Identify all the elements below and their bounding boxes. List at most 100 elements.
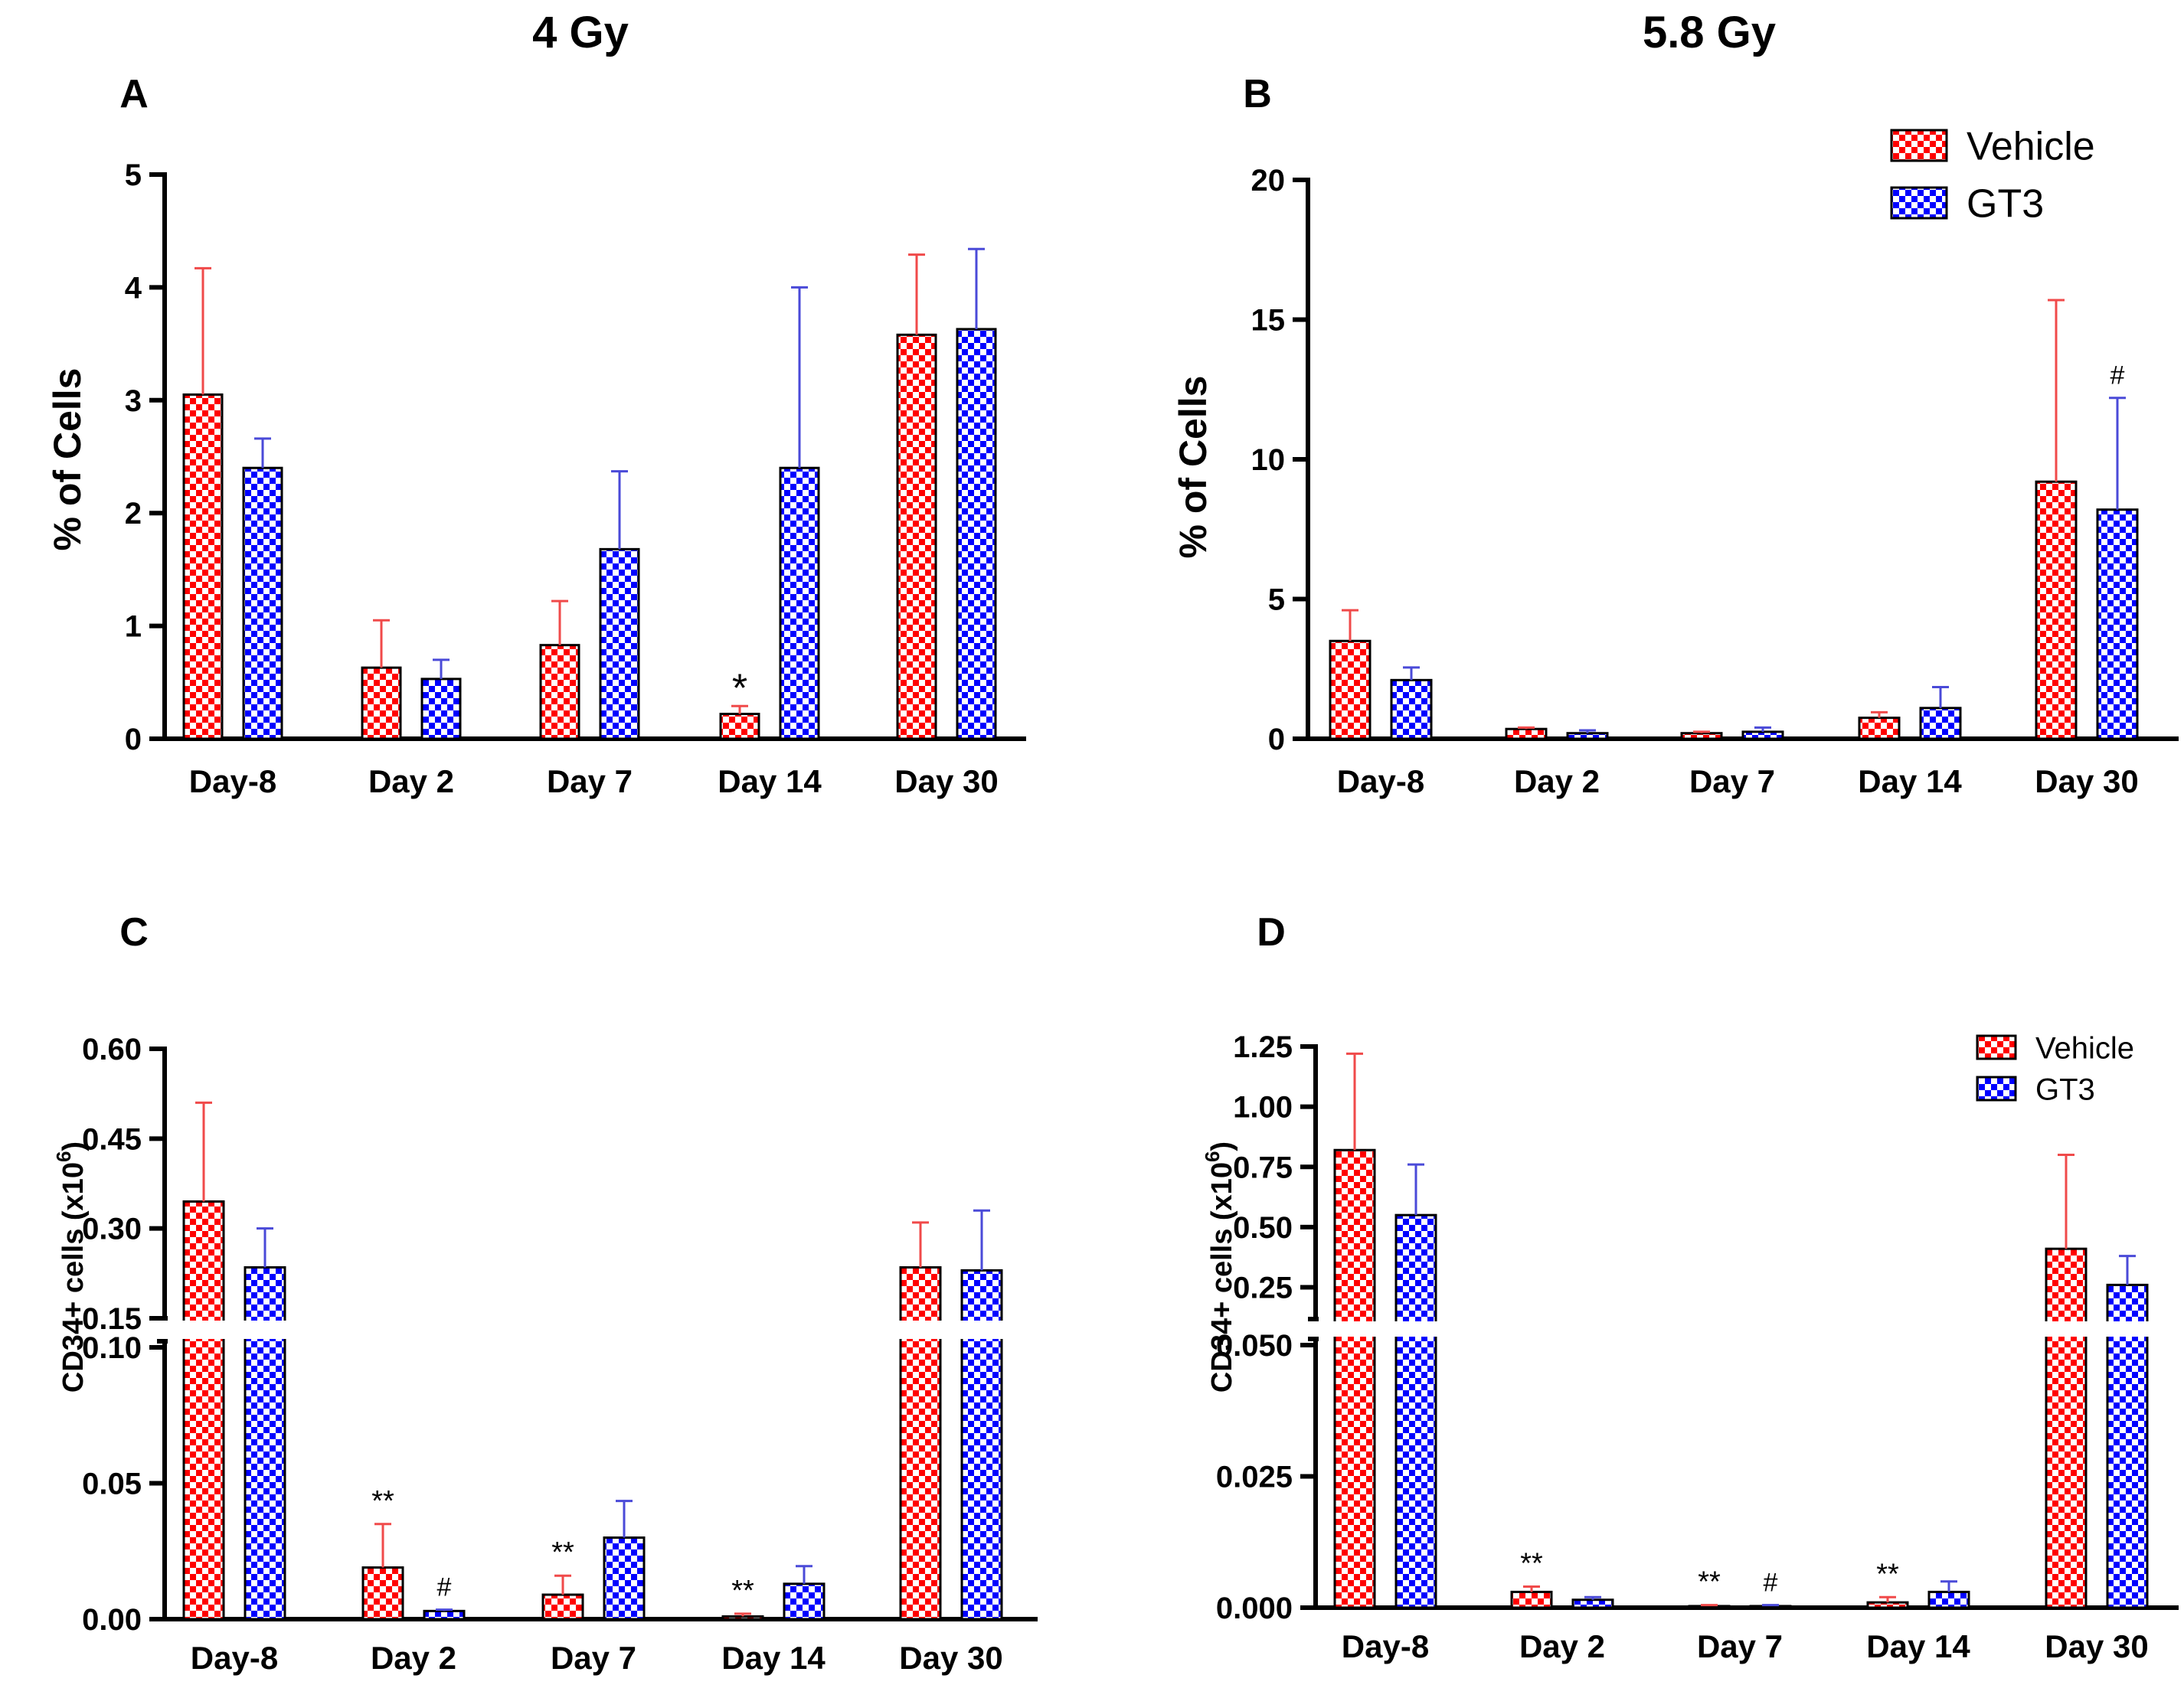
significance-c-2: ** (551, 1536, 574, 1569)
bar-d-vehicle-day-30 (2045, 1247, 2088, 1609)
bar-d-gt3-day-8 (1394, 1213, 1437, 1609)
legend-swatch-vehicle-b (1890, 129, 1948, 162)
bar-b-gt3-day-30 (2096, 508, 2139, 740)
y-axis-label-c: CD34+ cells (x106) (52, 1141, 90, 1393)
bar-c-gt3-day-14 (783, 1582, 826, 1621)
y-tick-label-d-up-2: 0.75 (1233, 1151, 1293, 1184)
x-tick-label-c-day-8: Day-8 (191, 1640, 278, 1676)
x-tick-label-a-day-14: Day 14 (718, 763, 822, 799)
axis-break-gap-c (169, 1321, 1042, 1339)
x-tick-label-a-day-2: Day 2 (368, 763, 454, 799)
header-5-8gy: 5.8 Gy (1643, 8, 1776, 57)
bar-d-vehicle-day-2 (1510, 1590, 1553, 1609)
y-tick-label-a-0: 0 (125, 723, 142, 756)
bar-a-gt3-day-14 (779, 466, 820, 740)
legend-label-vehicle-d: Vehicle (2035, 1031, 2134, 1065)
panel-a: A % of Cells 0 1 2 3 4 5 Day-8 Day 2 Day 7 Day 14 Da… (46, 72, 1026, 799)
legend-b: Vehicle GT3 (1890, 125, 2095, 227)
bar-b-gt3-day-8 (1390, 678, 1433, 740)
bar-c-vehicle-day-7 (541, 1593, 584, 1621)
x-tick-label-c-day-14: Day 14 (721, 1640, 826, 1676)
y-tick-label-a-5: 5 (125, 158, 142, 192)
x-tick-label-c-day-2: Day 2 (371, 1640, 456, 1676)
bar-d-gt3-day-30 (2106, 1283, 2149, 1609)
x-tick-label-d-day-7: Day 7 (1697, 1628, 1783, 1664)
bar-b-gt3-day-7 (1741, 730, 1784, 740)
significance-d-2: # (1764, 1569, 1778, 1598)
x-tick-label-d-day-2: Day 2 (1519, 1628, 1605, 1664)
bar-b-vehicle-day-7 (1680, 732, 1723, 740)
y-tick-label-d-up-3: 1.00 (1233, 1091, 1293, 1125)
y-tick-label-d-up-1: 0.50 (1233, 1211, 1293, 1245)
y-axis-label-b: % of Cells (1172, 376, 1215, 559)
bar-c-vehicle-day-2 (361, 1566, 404, 1621)
x-tick-label-a-day-8: Day-8 (189, 763, 276, 799)
significance-b-0: # (2110, 361, 2125, 390)
x-tick-label-b-day-14: Day 14 (1858, 763, 1962, 799)
significance-c-3: ** (731, 1575, 754, 1607)
y-tick-label-c-up-2: 0.45 (82, 1122, 142, 1156)
panel-c: C CD34+ cells (x106) 0.00 0.05 0.100.15 0.30 0… (52, 910, 1042, 1676)
significance-c-1: # (437, 1573, 452, 1602)
x-tick-label-c-day-7: Day 7 (551, 1640, 636, 1676)
panel-letter-d: D (1257, 910, 1286, 955)
bar-b-vehicle-day-14 (1858, 717, 1901, 740)
bar-c-vehicle-day-14 (721, 1615, 764, 1621)
legend-swatch-gt3-d (1976, 1076, 2017, 1102)
bar-a-vehicle-day-30 (896, 333, 937, 740)
y-tick-label-d-low-1: 0.025 (1216, 1461, 1293, 1494)
bar-c-gt3-day-2 (423, 1609, 466, 1621)
bar-d-gt3-day-2 (1571, 1598, 1614, 1609)
y-tick-label-b-4: 20 (1251, 164, 1286, 198)
legend-label-vehicle-b: Vehicle (1967, 125, 2095, 169)
y-tick-label-c-low-0: 0.00 (82, 1603, 142, 1637)
bar-d-vehicle-day-8 (1333, 1148, 1376, 1609)
x-tick-label-c-day-30: Day 30 (899, 1640, 1002, 1676)
y-tick-label-d-low-2: 0.050 (1216, 1329, 1293, 1363)
y-tick-label-c-low-2: 0.10 (82, 1331, 142, 1365)
x-tick-label-b-day-2: Day 2 (1514, 763, 1600, 799)
bar-a-gt3-day-8 (242, 466, 283, 740)
legend-d: Vehicle GT3 (1976, 1031, 2134, 1106)
bar-b-vehicle-day-8 (1329, 639, 1372, 740)
bar-b-vehicle-day-2 (1505, 727, 1548, 740)
y-tick-label-a-3: 3 (125, 384, 142, 418)
bar-b-gt3-day-2 (1566, 732, 1609, 740)
y-tick-label-a-4: 4 (125, 271, 142, 305)
x-tick-label-b-day-7: Day 7 (1689, 763, 1775, 799)
legend-label-gt3-b: GT3 (1967, 182, 2044, 227)
panel-letter-b: B (1243, 72, 1272, 116)
panel-b: B % of Cells 0 5 10 15 20 Day-8 Day 2 Day 7 Day 14… (1172, 72, 2179, 799)
x-tick-label-a-day-30: Day 30 (894, 763, 998, 799)
header-4gy: 4 Gy (532, 8, 629, 57)
bar-a-vehicle-day-7 (539, 644, 580, 740)
bar-a-gt3-day-7 (599, 547, 640, 740)
y-tick-label-b-0: 0 (1268, 723, 1285, 756)
y-tick-label-a-2: 2 (125, 497, 142, 531)
y-tick-label-d-up-0: 0.25 (1233, 1272, 1293, 1305)
y-axis-label-a: % of Cells (46, 368, 89, 551)
x-tick-label-b-day-30: Day 30 (2035, 763, 2138, 799)
axis-break-gap-d (1320, 1321, 2183, 1337)
bar-a-gt3-day-30 (956, 328, 997, 740)
y-tick-label-c-up-0: 0.15 (82, 1302, 142, 1336)
significance-d-0: ** (1520, 1548, 1543, 1580)
bar-a-vehicle-day-14 (719, 713, 760, 740)
significance-d-3: ** (1876, 1558, 1899, 1590)
bar-c-gt3-day-8 (244, 1266, 286, 1621)
panel-d: D CD34+ cells (x106) 0.000 0.025 0.050 0.25 0.… (1201, 910, 2183, 1664)
bar-a-vehicle-day-8 (182, 393, 224, 740)
y-tick-label-d-low-0: 0.000 (1216, 1592, 1293, 1625)
bar-c-vehicle-day-8 (182, 1200, 225, 1621)
x-tick-label-b-day-8: Day-8 (1337, 763, 1424, 799)
legend-swatch-gt3-b (1890, 186, 1948, 220)
x-tick-label-d-day-14: Day 14 (1866, 1628, 1970, 1664)
panel-letter-a: A (119, 72, 149, 116)
bar-b-gt3-day-14 (1919, 707, 1962, 740)
legend-label-gt3-d: GT3 (2035, 1073, 2095, 1106)
bar-d-gt3-day-7 (1749, 1605, 1792, 1609)
bar-b-vehicle-day-30 (2035, 480, 2078, 740)
y-axis-label-d: CD34+ cells (x106) (1201, 1141, 1238, 1393)
y-tick-label-b-2: 10 (1251, 443, 1286, 477)
